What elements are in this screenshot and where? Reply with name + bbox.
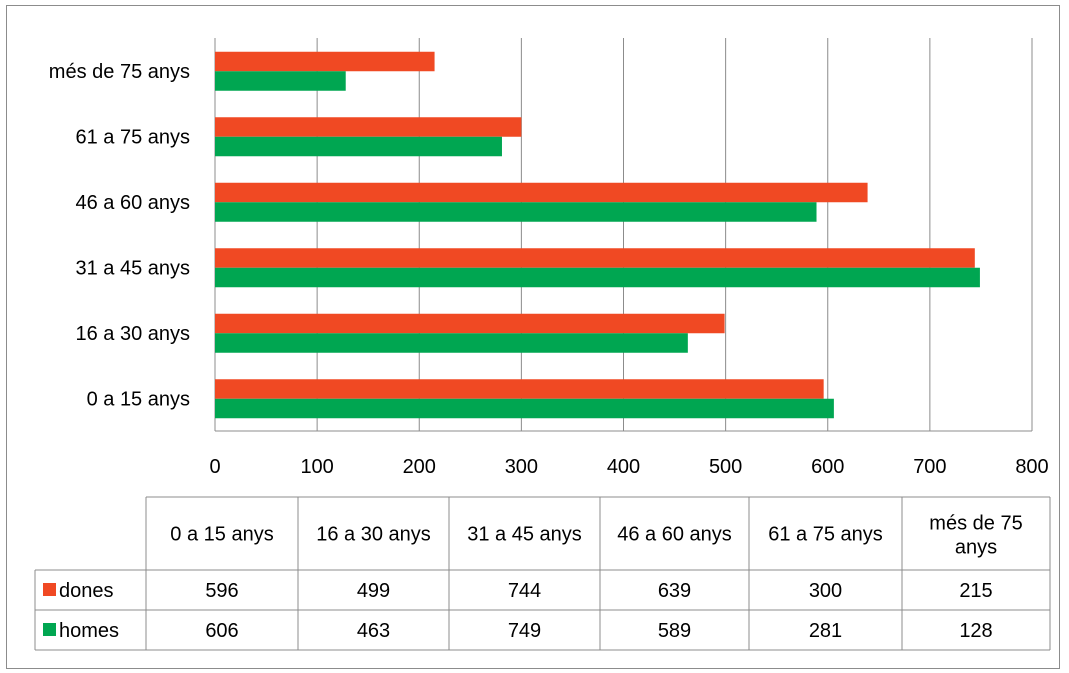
legend-label-homes: homes	[59, 620, 119, 642]
x-tick-label-800: 800	[1015, 456, 1048, 478]
table-value-dones-0-a-15-anys: 596	[205, 580, 238, 602]
x-tick-label-700: 700	[913, 456, 946, 478]
table-value-homes-0-a-15-anys: 606	[205, 620, 238, 642]
bars	[215, 51, 980, 419]
table-value-homes-46-a-60-anys: 589	[658, 620, 691, 642]
bar-homes-16-a-30-anys	[215, 333, 688, 353]
legend-key-homes	[43, 623, 56, 636]
gridlines	[214, 38, 1033, 432]
bar-dones-0-a-15-anys	[215, 379, 824, 399]
table-header-46-a-60-anys: 46 a 60 anys	[617, 524, 732, 546]
bar-homes-mes-de-75-anys	[215, 71, 346, 91]
y-tick-label-46-a-60-anys: 46 a 60 anys	[75, 192, 190, 214]
legend-key-dones	[43, 583, 56, 596]
y-tick-label-31-a-45-anys: 31 a 45 anys	[75, 257, 190, 279]
bar-homes-61-a-75-anys	[215, 136, 502, 157]
x-tick-label-200: 200	[403, 456, 436, 478]
data-table: 0 a 15 anys 16 a 30 anys 31 a 45 anys 46 a …	[34, 496, 1051, 651]
table-value-dones-mes-de-75-anys: 215	[959, 580, 992, 602]
table-value-dones-61-a-75-anys: 300	[809, 580, 842, 602]
bar-dones-61-a-75-anys	[215, 117, 522, 137]
bar-dones-16-a-30-anys	[215, 313, 725, 334]
x-tick-label-400: 400	[607, 456, 640, 478]
table-header-61-a-75-anys: 61 a 75 anys	[768, 524, 883, 546]
table-value-homes-31-a-45-anys: 749	[508, 620, 541, 642]
y-tick-label-mes-de-75-anys: més de 75 anys	[49, 61, 190, 83]
x-tick-label-100: 100	[300, 456, 333, 478]
bar-dones-46-a-60-anys	[215, 182, 868, 203]
legend-label-dones: dones	[59, 580, 114, 602]
x-axis-labels: 0 100 200 300 400 500 600 700 800	[209, 456, 1048, 478]
table-value-dones-46-a-60-anys: 639	[658, 580, 691, 602]
y-axis-labels: 0 a 15 anys 16 a 30 anys 31 a 45 anys 46 a …	[49, 61, 190, 411]
bar-homes-46-a-60-anys	[215, 202, 817, 222]
table-value-dones-16-a-30-anys: 499	[357, 580, 390, 602]
x-tick-label-600: 600	[811, 456, 844, 478]
x-tick-label-500: 500	[709, 456, 742, 478]
bar-dones-31-a-45-anys	[215, 248, 975, 268]
x-tick-label-0: 0	[209, 456, 220, 478]
table-header-16-a-30-anys: 16 a 30 anys	[316, 524, 431, 546]
table-header-0-a-15-anys: 0 a 15 anys	[170, 524, 273, 546]
table-value-dones-31-a-45-anys: 744	[508, 580, 541, 602]
table-header-31-a-45-anys: 31 a 45 anys	[467, 524, 582, 546]
table-header-line: més de 75	[929, 513, 1022, 535]
table-header-mes-de-75-anys: més de 75 anys	[929, 513, 1022, 559]
y-tick-label-61-a-75-anys: 61 a 75 anys	[75, 126, 190, 148]
bar-homes-31-a-45-anys	[215, 267, 980, 288]
table-header-line: anys	[955, 537, 997, 559]
x-tick-label-300: 300	[505, 456, 538, 478]
table-value-homes-61-a-75-anys: 281	[809, 620, 842, 642]
y-tick-label-16-a-30-anys: 16 a 30 anys	[75, 323, 190, 345]
table-value-homes-16-a-30-anys: 463	[357, 620, 390, 642]
y-tick-label-0-a-15-anys: 0 a 15 anys	[87, 388, 190, 410]
bar-homes-0-a-15-anys	[215, 398, 834, 419]
bar-dones-mes-de-75-anys	[215, 51, 435, 72]
table-value-homes-mes-de-75-anys: 128	[959, 620, 992, 642]
